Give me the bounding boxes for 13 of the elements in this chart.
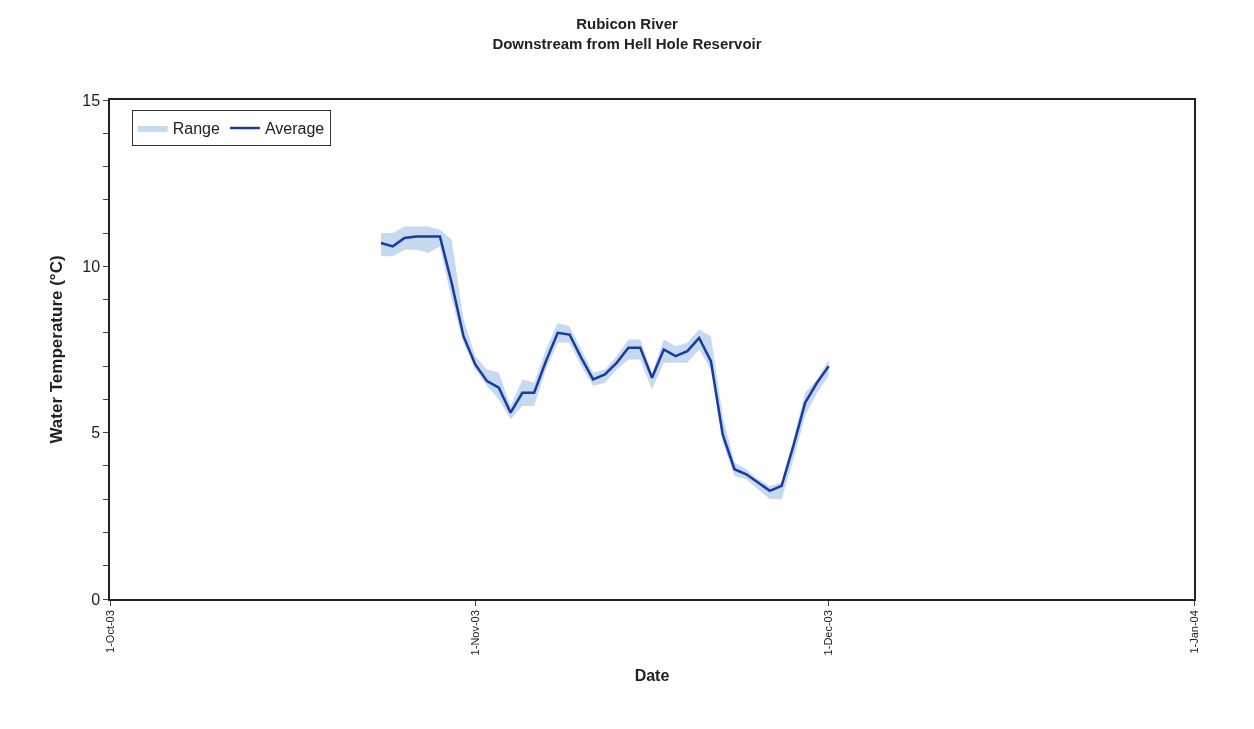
x-axis-title: Date [634, 666, 670, 684]
legend-label: Average [264, 120, 325, 138]
chart-title: Rubicon River Downstream from Hell Hole Reservoir [492, 15, 762, 52]
x-tick-label: 1-Jan-04 [1187, 610, 1200, 654]
legend-label: Range [172, 120, 220, 138]
y-tick-label: 5 [91, 424, 101, 442]
y-axis-title: Water Temperature (°C) [47, 255, 67, 444]
y-tick-label: 0 [91, 590, 101, 608]
x-tick-label: 1-Oct-03 [103, 610, 116, 653]
y-tick-label: 10 [82, 257, 101, 275]
y-tick-label: 15 [82, 91, 101, 109]
x-tick-label: 1-Nov-03 [468, 610, 481, 656]
x-tick-label: 1-Dec-03 [822, 610, 835, 656]
